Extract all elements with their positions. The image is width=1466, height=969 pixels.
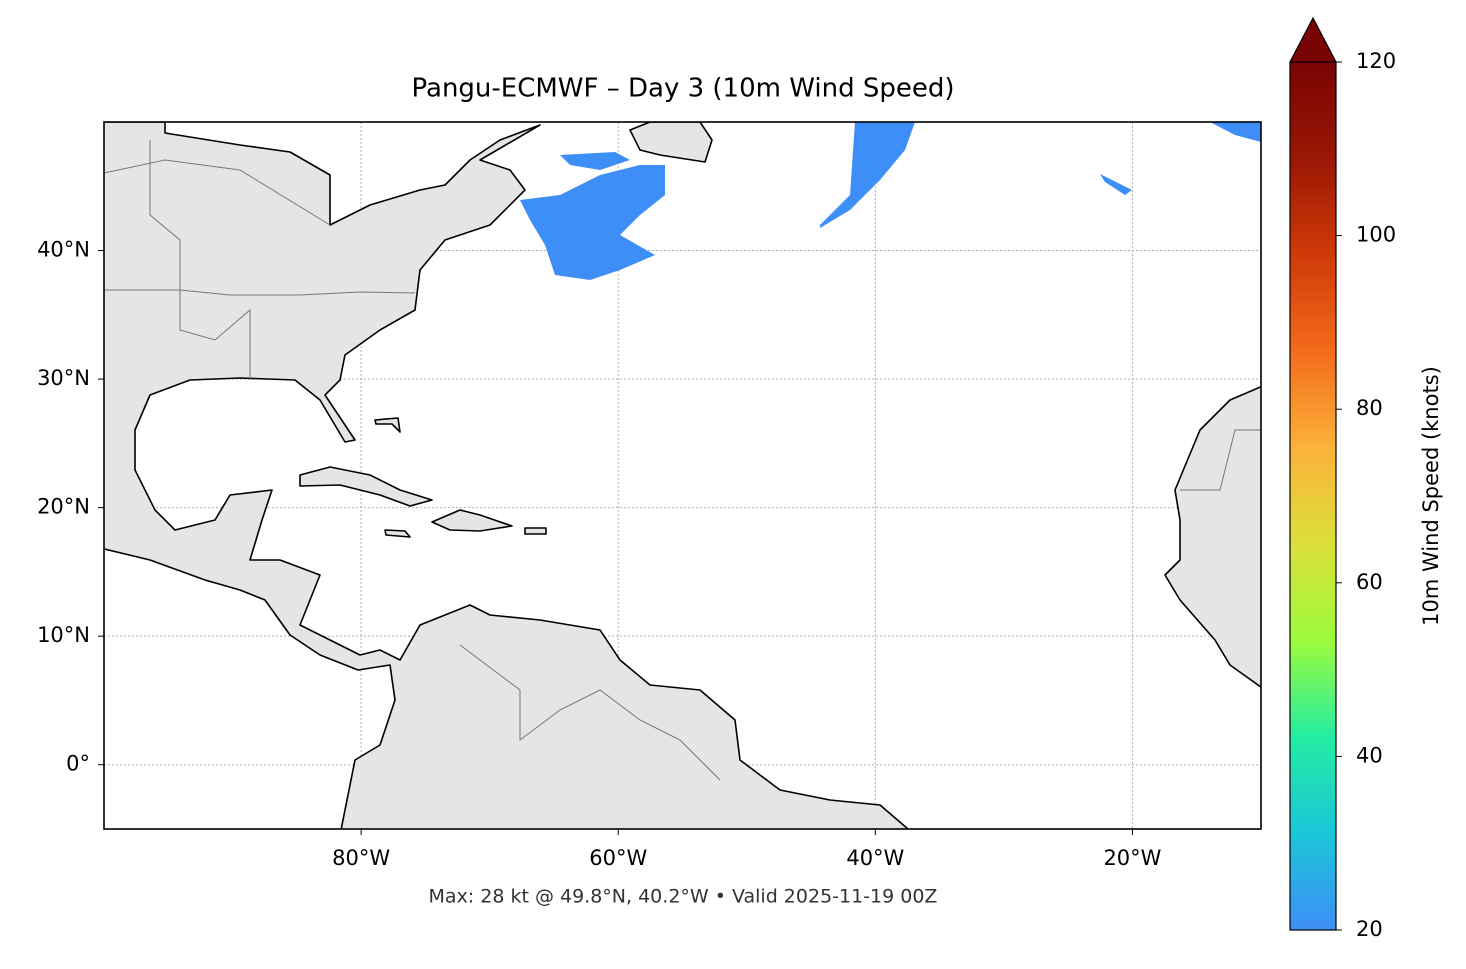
- colorbar-tick-label: 80: [1356, 396, 1383, 420]
- wind-area: [820, 122, 915, 228]
- hispaniola: [431, 509, 513, 532]
- colorbar-tick-label: 20: [1356, 917, 1383, 941]
- x-tick-label: 20°W: [1103, 846, 1161, 870]
- colorbar-label: 10m Wind Speed (knots): [1419, 366, 1443, 626]
- africa-borders: [1180, 429, 1261, 491]
- wind-area: [1210, 122, 1261, 142]
- americas: [104, 122, 910, 829]
- y-tick-label: 40°N: [37, 238, 90, 262]
- map-area: [104, 122, 1261, 829]
- x-tick-label: 40°W: [846, 846, 904, 870]
- state-lines: [149, 140, 251, 380]
- colorbar-tick-label: 40: [1356, 743, 1383, 767]
- colorbar: [1289, 61, 1337, 931]
- map-frame: [103, 121, 1262, 830]
- x-tick-label: 60°W: [589, 846, 647, 870]
- wind-area: [520, 165, 665, 280]
- map-title: Pangu-ECMWF – Day 3 (10m Wind Speed): [412, 74, 955, 104]
- wind-area: [560, 152, 630, 170]
- cuba: [299, 466, 433, 507]
- colorbar-tick-label: 120: [1356, 49, 1396, 73]
- puerto-rico: [524, 527, 547, 535]
- us-canada-border: [104, 159, 331, 226]
- x-tick-label: 80°W: [332, 846, 390, 870]
- y-tick-label: 20°N: [37, 495, 90, 519]
- sa-borders: [459, 644, 721, 781]
- y-tick-label: 0°: [66, 752, 90, 776]
- footer-note: Max: 28 kt @ 49.8°N, 40.2°W • Valid 2025…: [429, 886, 938, 908]
- colorbar-tick-label: 100: [1356, 223, 1396, 247]
- newfoundland: [629, 122, 713, 163]
- y-tick-label: 10°N: [37, 623, 90, 647]
- jamaica: [384, 529, 411, 538]
- y-tick-label: 30°N: [37, 366, 90, 390]
- wind-area: [1100, 174, 1132, 195]
- colorbar-extend: [1289, 16, 1337, 63]
- colorbar-tick-label: 60: [1356, 570, 1383, 594]
- bahamas: [374, 417, 401, 433]
- us-border: [104, 289, 416, 296]
- africa: [1164, 385, 1261, 689]
